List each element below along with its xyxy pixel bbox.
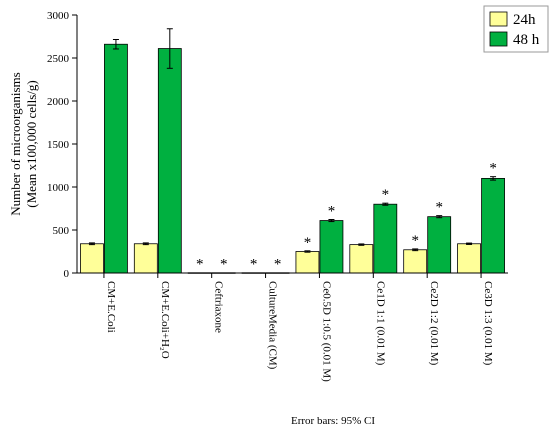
y-tick-label: 1000 bbox=[47, 182, 70, 194]
bar-24h bbox=[349, 244, 374, 274]
x-tick-label: Ce0.5D 1:0.5 (0.01 M) bbox=[320, 281, 332, 382]
significance-asterisk: * bbox=[382, 187, 390, 203]
legend: 24h 48 h bbox=[483, 5, 549, 53]
y-tick-label: 2500 bbox=[47, 53, 70, 65]
bar-48h bbox=[319, 220, 344, 274]
x-tick-label: Ce3D 1:3 (0.01 M) bbox=[482, 281, 494, 366]
x-tick-label: Ceftriaxone bbox=[213, 281, 225, 333]
y-tick-label: 3000 bbox=[47, 10, 70, 22]
legend-swatch-48h bbox=[489, 31, 508, 47]
y-axis-title-line-1: Number of microorganisms bbox=[8, 72, 23, 215]
x-tick-label: Ce2D 1:2 (0.01 M) bbox=[428, 281, 440, 366]
bar-48h bbox=[373, 203, 398, 274]
bar-48h bbox=[427, 216, 452, 274]
y-axis-title-line-2: (Mean x100,000 cells/g) bbox=[24, 80, 39, 207]
bar-24h bbox=[457, 243, 481, 274]
significance-asterisk: * bbox=[435, 200, 443, 216]
legend-label-24h: 24h bbox=[513, 12, 536, 28]
significance-asterisk: * bbox=[304, 235, 312, 251]
bar-24h bbox=[80, 243, 104, 274]
bar-24h bbox=[295, 251, 320, 274]
significance-asterisk: * bbox=[220, 257, 228, 273]
significance-asterisk: * bbox=[196, 257, 204, 273]
y-axis-title: Number of microorganisms (Mean x100,000 … bbox=[8, 72, 39, 215]
bar-series-group: * * * * * * * * * * bbox=[80, 28, 505, 274]
y-tick-label: 1500 bbox=[47, 139, 70, 151]
x-tick-label: CultureMedia (CM) bbox=[267, 281, 279, 370]
significance-asterisk: * bbox=[250, 257, 258, 273]
bar-48h bbox=[157, 48, 182, 274]
x-tick-label: CM+E.Coli+H₂O bbox=[159, 281, 171, 359]
significance-asterisk: * bbox=[274, 257, 282, 273]
legend-swatch-24h bbox=[489, 11, 508, 27]
significance-asterisk: * bbox=[411, 233, 419, 249]
bar-24h bbox=[403, 249, 428, 274]
y-tick-label: 2000 bbox=[47, 96, 70, 108]
x-axis: CM+E.Coli CM+E.Coli+H₂O Ceftriaxone Culture… bbox=[77, 272, 508, 382]
significance-asterisk: * bbox=[328, 204, 336, 220]
significance-asterisk: * bbox=[489, 161, 497, 177]
x-tick-label: CM+E.Coli bbox=[105, 281, 117, 333]
bar-24h bbox=[133, 243, 158, 274]
bar-48h bbox=[481, 177, 505, 274]
y-axis: 0 500 1000 1500 2000 2500 3000 bbox=[47, 10, 78, 280]
x-tick-label: Ce1D 1:1 (0.01 M) bbox=[374, 281, 386, 366]
legend-label-48h: 48 h bbox=[513, 32, 540, 48]
bar-48h bbox=[104, 43, 128, 274]
footnote: Error bars: 95% CI bbox=[291, 415, 375, 427]
y-tick-label: 500 bbox=[53, 225, 70, 237]
y-tick-label: 0 bbox=[64, 268, 70, 280]
